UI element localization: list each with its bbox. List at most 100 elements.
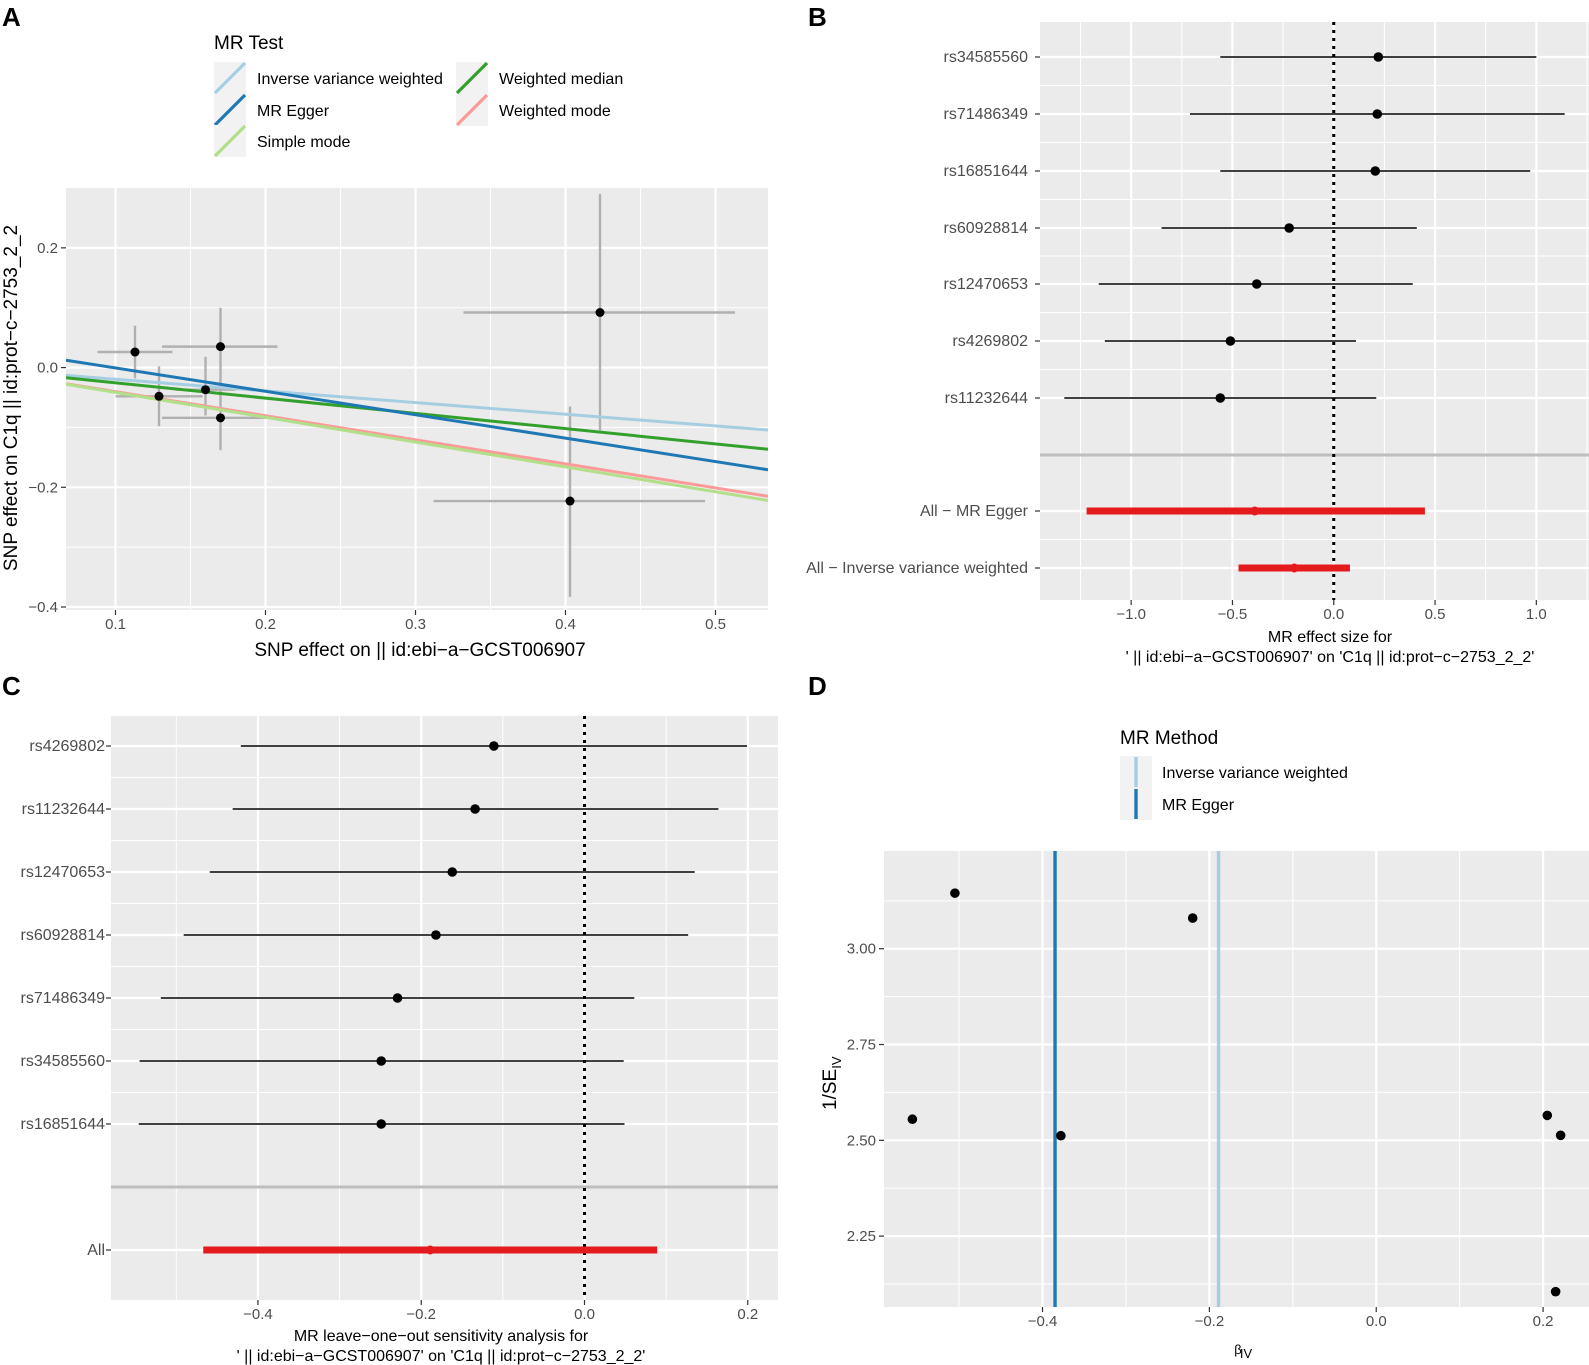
x-tick-label: 0.1 [105, 616, 126, 633]
x-tick-label: 0.3 [405, 616, 426, 633]
x-tick-label: 0.0 [1323, 606, 1344, 623]
x-axis-title-subscript: IV [1240, 1346, 1253, 1361]
row-label: rs4269802 [952, 333, 1028, 350]
snp-estimate [1215, 393, 1226, 403]
y-tick-label: 0.0 [37, 360, 58, 377]
mr-line-ivw [66, 373, 768, 432]
plot-background [66, 188, 768, 610]
x-tick-label: 0.5 [705, 616, 726, 633]
legend-wmedian-key-line [455, 61, 489, 95]
x-tick-label: −0.5 [1218, 606, 1248, 623]
legend-title: MR Test [214, 33, 284, 54]
plot-background [884, 851, 1589, 1307]
panel-d-funnel: −0.4 −0.2 0.0 0.22.252.502.753.00βIV1/SEIVM… [820, 728, 1589, 1361]
x-tick-label: 0.0 [574, 1306, 595, 1323]
data-point [595, 308, 605, 318]
row-label: rs71486349 [20, 990, 105, 1007]
legend-label: Inverse variance weighted [257, 71, 443, 88]
legend-label: Weighted mode [499, 103, 611, 120]
summary-estimate [425, 1245, 435, 1255]
x-tick-label: 0.2 [255, 616, 276, 633]
y-axis-title-subscript: IV [829, 1056, 844, 1069]
panel-c-leave-one-out: rs4269802 rs11232644 rs12470653 rs60928814 r… [20, 716, 830, 1365]
data-point [216, 413, 225, 423]
snp-estimate [1370, 166, 1381, 176]
legend-label: MR Egger [1162, 797, 1235, 814]
row-label: rs11232644 [945, 390, 1028, 407]
snp-estimate [470, 804, 480, 814]
data-point [950, 888, 960, 898]
snp-estimate [1251, 279, 1262, 289]
row-label: rs16851644 [943, 163, 1028, 180]
data-point [201, 385, 210, 395]
row-label: All [87, 1242, 105, 1259]
legend-ivw-key-line [213, 61, 247, 95]
snp-estimate [376, 1056, 387, 1066]
x-tick-label: −0.4 [243, 1306, 273, 1323]
legend-label: Simple mode [257, 134, 350, 151]
mr-line-smode [66, 382, 768, 502]
snp-estimate [1284, 223, 1294, 233]
row-label: rs60928814 [943, 220, 1028, 237]
row-label: All − Inverse variance weighted [806, 560, 1028, 577]
data-point [154, 391, 164, 401]
legend-smode-key-line [213, 124, 247, 158]
data-point [216, 342, 225, 352]
data-point [1056, 1130, 1066, 1141]
y-tick-label: 2.50 [847, 1132, 876, 1149]
data-point [907, 1114, 918, 1125]
summary-estimate [1250, 506, 1260, 516]
panel-label-d: D [808, 671, 827, 701]
snp-estimate [392, 993, 403, 1003]
x-tick-label: −1.0 [1116, 606, 1146, 623]
row-label: rs4269802 [29, 738, 105, 755]
mr-line-egger [66, 358, 768, 472]
panel-b-forest: rs34585560 rs71486349 rs16851644 rs60928814… [806, 22, 1589, 666]
y-tick-label: 2.25 [847, 1228, 876, 1245]
legend-title: MR Method [1120, 728, 1218, 749]
panel-label-a: A [2, 2, 21, 32]
legend-label: Weighted median [499, 71, 623, 88]
panel-a-scatter: 0.1 0.2 0.3 0.4 0.5 −0.4 −0.2 0.0 0.2 SNP effect … [1, 33, 791, 661]
data-point [130, 347, 140, 357]
snp-estimate [447, 867, 458, 877]
x-axis-title-line1: MR effect size for [1268, 629, 1393, 646]
panel-label-b: B [808, 2, 827, 32]
y-axis-title: SNP effect on C1q || id:prot−c−2753_2_2 [1, 225, 22, 571]
y-tick-label: 3.00 [847, 941, 876, 958]
x-axis-title-line2: ' || id:ebi−a−GCST006907' on 'C1q || id:… [1126, 649, 1535, 666]
data-point [1187, 913, 1198, 923]
snp-estimate [1372, 109, 1383, 119]
plot-background [111, 716, 778, 1300]
row-label: rs34585560 [943, 49, 1028, 66]
snp-estimate [1373, 52, 1384, 62]
x-axis-title-symbol: β [1234, 1342, 1241, 1357]
y-axis-title: 1/SEIV [820, 1056, 844, 1110]
x-tick-label: 1.0 [1526, 606, 1547, 623]
x-tick-label: 0.2 [1533, 1313, 1554, 1330]
x-axis-title: SNP effect on || id:ebi−a−GCST006907 [254, 640, 585, 661]
snp-estimate [431, 930, 441, 940]
snp-estimate [376, 1119, 387, 1129]
data-point [1555, 1130, 1566, 1141]
snp-estimate [1225, 336, 1236, 346]
panel-label-c: C [2, 671, 21, 701]
row-label: All − MR Egger [920, 503, 1029, 520]
x-axis-title-line1: MR leave−one−out sensitivity analysis fo… [294, 1328, 589, 1345]
y-tick-label: 2.75 [847, 1037, 876, 1054]
x-tick-label: −0.2 [1195, 1313, 1225, 1330]
row-label: rs71486349 [943, 106, 1028, 123]
y-axis-title-main: 1/SE [820, 1069, 841, 1110]
legend-wmode-key-line [455, 93, 489, 127]
data-point [565, 496, 575, 506]
x-tick-label: 0.2 [737, 1306, 758, 1323]
x-axis-title-line2: ' || id:ebi−a−GCST006907' on 'C1q || id:… [237, 1348, 646, 1365]
snp-estimate [489, 741, 499, 751]
y-tick-label: 0.2 [37, 240, 58, 257]
row-label: rs16851644 [20, 1116, 105, 1133]
x-tick-label: −0.2 [406, 1306, 436, 1323]
x-tick-label: −0.4 [1028, 1313, 1058, 1330]
x-tick-label: 0.0 [1366, 1313, 1387, 1330]
y-tick-label: −0.4 [28, 599, 58, 616]
